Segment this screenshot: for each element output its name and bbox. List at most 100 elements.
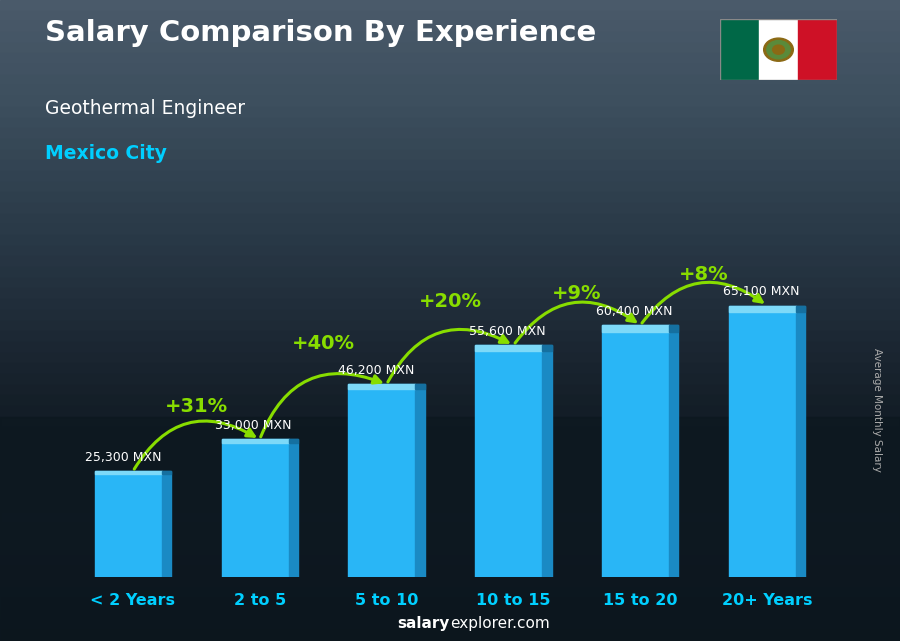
Bar xyxy=(0,21,900,32)
Bar xyxy=(543,345,552,577)
Bar xyxy=(0,96,900,107)
Circle shape xyxy=(764,38,793,62)
Bar xyxy=(0,139,900,149)
Bar xyxy=(0,620,900,630)
Bar xyxy=(0,32,900,43)
Bar xyxy=(0,107,900,117)
Bar xyxy=(0,438,900,449)
Bar xyxy=(0,524,900,534)
Bar xyxy=(0,53,900,64)
Text: 65,100 MXN: 65,100 MXN xyxy=(723,285,799,298)
Bar xyxy=(0,492,900,502)
Bar xyxy=(0,460,900,470)
Text: 46,200 MXN: 46,200 MXN xyxy=(338,364,415,377)
Bar xyxy=(0,545,900,556)
Bar xyxy=(475,345,543,577)
Bar xyxy=(720,19,759,80)
Bar xyxy=(543,345,552,351)
Bar xyxy=(0,428,900,438)
Bar xyxy=(670,325,679,331)
Bar xyxy=(0,181,900,192)
Bar xyxy=(0,577,900,588)
Bar xyxy=(0,320,900,331)
Bar xyxy=(0,385,900,395)
Bar xyxy=(0,395,900,406)
Bar xyxy=(0,417,900,641)
Bar xyxy=(0,43,900,53)
Bar xyxy=(0,406,900,417)
Bar xyxy=(475,345,543,351)
Bar xyxy=(0,481,900,492)
Text: Average Monthly Salary: Average Monthly Salary xyxy=(872,348,883,472)
Bar xyxy=(729,306,796,312)
Bar xyxy=(0,299,900,310)
Bar xyxy=(670,325,679,577)
Bar xyxy=(0,353,900,363)
Bar xyxy=(0,288,900,299)
Bar xyxy=(0,64,900,75)
Bar xyxy=(759,19,798,80)
Bar xyxy=(0,267,900,278)
Bar xyxy=(94,472,162,577)
Bar xyxy=(796,306,806,312)
Bar xyxy=(0,609,900,620)
Bar xyxy=(602,325,670,577)
Text: +40%: +40% xyxy=(292,334,355,353)
Bar xyxy=(0,85,900,96)
Bar xyxy=(289,440,298,577)
Bar xyxy=(221,440,289,577)
Bar xyxy=(0,630,900,641)
Bar xyxy=(0,278,900,288)
Bar xyxy=(416,385,425,389)
Bar xyxy=(0,256,900,267)
Bar xyxy=(162,472,171,474)
Bar xyxy=(0,160,900,171)
Bar xyxy=(0,0,900,11)
Bar xyxy=(348,385,416,389)
Bar xyxy=(0,556,900,566)
Bar xyxy=(0,470,900,481)
Bar xyxy=(0,598,900,609)
Text: +31%: +31% xyxy=(165,397,228,415)
Bar xyxy=(0,171,900,181)
Text: salary: salary xyxy=(398,616,450,631)
Bar xyxy=(94,472,162,474)
Bar xyxy=(0,449,900,460)
Bar xyxy=(0,566,900,577)
Text: +8%: +8% xyxy=(679,265,729,285)
Text: 60,400 MXN: 60,400 MXN xyxy=(596,304,672,318)
Bar xyxy=(796,306,806,577)
Text: +9%: +9% xyxy=(552,284,601,303)
Text: 33,000 MXN: 33,000 MXN xyxy=(215,419,292,432)
Bar xyxy=(0,75,900,85)
Bar xyxy=(0,128,900,139)
Bar xyxy=(0,235,900,246)
Bar xyxy=(0,363,900,374)
Bar xyxy=(221,440,289,443)
Bar xyxy=(0,192,900,203)
Bar xyxy=(0,342,900,353)
Bar xyxy=(0,203,900,213)
Bar xyxy=(0,513,900,524)
Bar xyxy=(0,11,900,21)
Bar xyxy=(0,374,900,385)
Bar xyxy=(0,213,900,224)
Circle shape xyxy=(772,45,785,54)
Bar xyxy=(0,224,900,235)
Bar xyxy=(0,502,900,513)
Text: 55,600 MXN: 55,600 MXN xyxy=(469,325,545,338)
Bar xyxy=(416,385,425,577)
Bar xyxy=(0,246,900,256)
Bar xyxy=(289,440,298,443)
Bar xyxy=(0,310,900,320)
Bar xyxy=(348,385,416,577)
Bar xyxy=(798,19,837,80)
Text: Geothermal Engineer: Geothermal Engineer xyxy=(45,99,245,119)
Bar xyxy=(729,306,796,577)
Bar xyxy=(0,331,900,342)
Text: explorer.com: explorer.com xyxy=(450,616,550,631)
Bar xyxy=(602,325,670,331)
Text: +20%: +20% xyxy=(418,292,482,312)
Text: Salary Comparison By Experience: Salary Comparison By Experience xyxy=(45,19,596,47)
Circle shape xyxy=(767,40,790,59)
